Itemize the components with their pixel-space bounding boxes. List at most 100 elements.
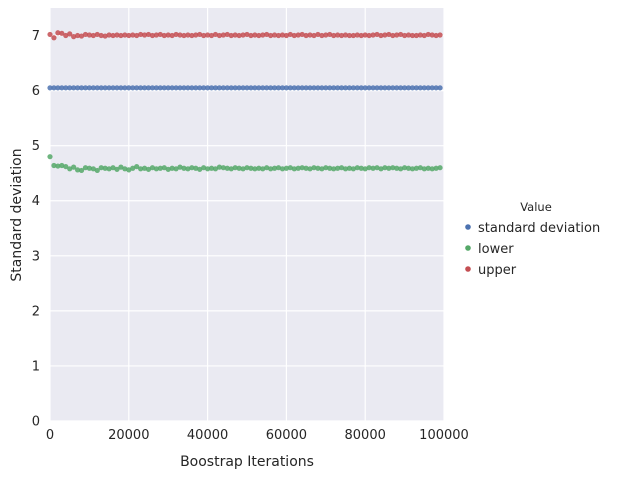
data-point bbox=[153, 85, 159, 91]
data-point bbox=[90, 32, 96, 39]
data-point bbox=[370, 165, 376, 171]
data-point bbox=[193, 85, 199, 91]
series-standard-deviation bbox=[47, 85, 443, 91]
data-point bbox=[149, 32, 156, 39]
data-point bbox=[350, 32, 356, 39]
data-point bbox=[134, 163, 140, 170]
data-point bbox=[90, 85, 96, 91]
data-point bbox=[315, 31, 321, 38]
data-point bbox=[390, 165, 396, 171]
data-point bbox=[102, 165, 108, 171]
data-point bbox=[157, 165, 163, 171]
data-point bbox=[346, 32, 353, 39]
series-lower bbox=[47, 154, 443, 174]
data-point bbox=[197, 85, 203, 91]
data-point bbox=[260, 85, 266, 91]
data-point bbox=[291, 32, 297, 39]
data-point bbox=[236, 165, 242, 171]
data-point bbox=[161, 85, 167, 91]
plot-area bbox=[50, 8, 444, 421]
data-point bbox=[433, 32, 439, 39]
data-point bbox=[409, 85, 416, 91]
data-point bbox=[63, 163, 69, 170]
data-point bbox=[378, 85, 384, 91]
data-point bbox=[63, 85, 69, 91]
data-point bbox=[248, 32, 254, 39]
data-point bbox=[374, 85, 380, 91]
data-point bbox=[299, 31, 305, 38]
data-point bbox=[327, 85, 333, 91]
data-point bbox=[169, 32, 175, 39]
data-point bbox=[398, 85, 404, 91]
data-point bbox=[181, 85, 187, 91]
data-point bbox=[374, 165, 380, 171]
data-point bbox=[98, 165, 104, 171]
data-point bbox=[311, 32, 317, 39]
legend-title: Value bbox=[520, 200, 552, 214]
data-point bbox=[138, 31, 144, 38]
data-point bbox=[78, 33, 85, 39]
data-point bbox=[433, 165, 439, 171]
data-point bbox=[224, 31, 230, 38]
data-point bbox=[307, 32, 313, 38]
y-tick-label: 0 bbox=[32, 415, 40, 430]
data-point bbox=[118, 85, 124, 91]
data-point bbox=[145, 31, 152, 38]
data-point bbox=[358, 85, 364, 91]
data-point bbox=[283, 165, 289, 171]
data-point bbox=[335, 85, 341, 91]
data-point bbox=[338, 32, 345, 39]
data-point bbox=[224, 165, 230, 171]
data-point bbox=[189, 32, 195, 39]
data-point bbox=[134, 32, 140, 39]
data-point bbox=[102, 33, 108, 39]
data-point bbox=[319, 85, 325, 91]
data-point bbox=[240, 85, 246, 91]
data-point bbox=[260, 32, 266, 38]
data-point bbox=[86, 165, 92, 171]
data-point bbox=[205, 32, 211, 38]
data-point bbox=[138, 166, 144, 172]
legend-marker bbox=[465, 245, 471, 251]
data-point bbox=[47, 31, 53, 38]
data-point bbox=[323, 32, 329, 38]
data-point bbox=[405, 165, 412, 171]
data-point bbox=[130, 85, 136, 91]
y-tick-label: 5 bbox=[32, 139, 40, 154]
data-point bbox=[67, 31, 73, 37]
data-point bbox=[153, 32, 159, 38]
data-point bbox=[287, 85, 293, 91]
data-point bbox=[118, 32, 124, 39]
data-point bbox=[102, 85, 108, 91]
y-tick-label: 7 bbox=[32, 29, 40, 44]
data-point bbox=[315, 85, 321, 91]
data-point bbox=[307, 166, 313, 172]
data-point bbox=[51, 162, 57, 169]
data-point bbox=[122, 32, 128, 38]
data-point bbox=[94, 31, 100, 38]
data-point bbox=[47, 154, 53, 160]
data-point bbox=[331, 166, 337, 172]
data-point bbox=[394, 165, 400, 171]
data-point bbox=[417, 85, 423, 91]
data-point bbox=[212, 85, 219, 91]
data-point bbox=[205, 166, 211, 172]
data-point bbox=[315, 165, 321, 171]
data-point bbox=[382, 85, 388, 91]
data-point bbox=[382, 165, 388, 171]
data-point bbox=[208, 32, 215, 39]
data-point bbox=[240, 32, 246, 38]
data-point bbox=[417, 32, 423, 38]
data-point bbox=[47, 85, 53, 91]
legend-label: lower bbox=[478, 242, 514, 257]
data-point bbox=[173, 31, 179, 38]
data-point bbox=[59, 30, 65, 36]
y-axis-label: Standard deviation bbox=[9, 148, 25, 281]
data-point bbox=[82, 165, 89, 171]
y-tick-label: 3 bbox=[32, 249, 40, 264]
data-point bbox=[283, 85, 289, 91]
data-point bbox=[78, 167, 85, 174]
data-point bbox=[378, 166, 384, 172]
data-point bbox=[244, 31, 250, 38]
series-upper bbox=[47, 30, 443, 41]
